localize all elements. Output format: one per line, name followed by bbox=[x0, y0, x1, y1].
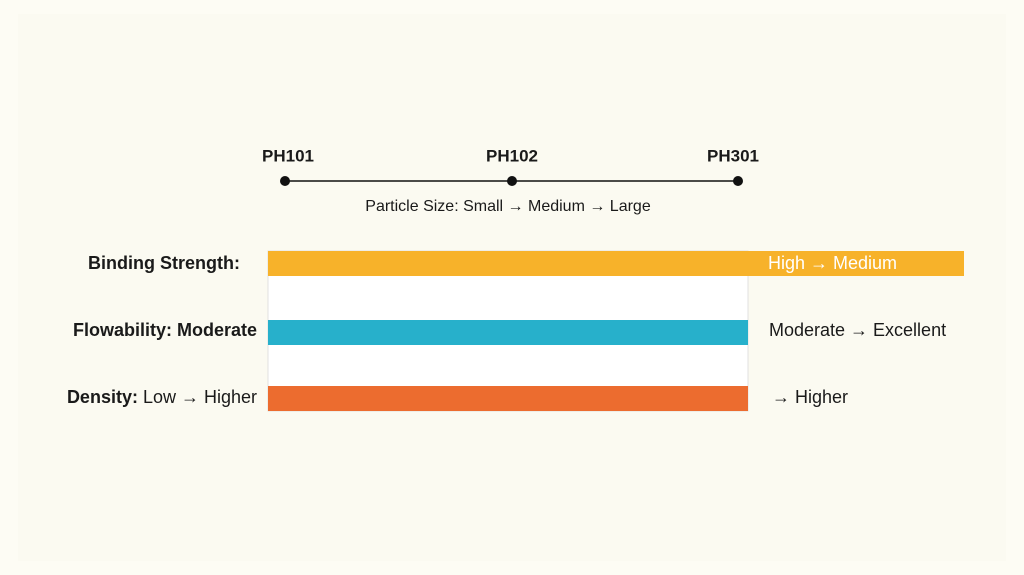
row-label: Density: bbox=[67, 387, 138, 407]
node-label: PH301 bbox=[707, 146, 759, 165]
node-label: PH101 bbox=[262, 146, 314, 165]
row-label-detail: Low → Higher bbox=[143, 387, 257, 407]
row-label-group: Density: Low → Higher bbox=[67, 387, 257, 407]
row-note: High → Medium bbox=[768, 253, 897, 273]
flowability-bar bbox=[268, 320, 748, 345]
timeline-dot bbox=[507, 176, 517, 186]
density-bar bbox=[268, 386, 748, 411]
row-label: Binding Strength: bbox=[88, 253, 240, 273]
row-note: Moderate → Excellent bbox=[769, 320, 946, 340]
timeline-caption: Particle Size: Small → Medium → Large bbox=[365, 198, 651, 215]
node-label: PH102 bbox=[486, 146, 538, 165]
row-note: → Higher bbox=[772, 387, 848, 407]
timeline-dot bbox=[280, 176, 290, 186]
timeline-dot bbox=[733, 176, 743, 186]
row-label: Flowability: Moderate bbox=[73, 320, 257, 340]
binding-bar bbox=[268, 251, 964, 276]
